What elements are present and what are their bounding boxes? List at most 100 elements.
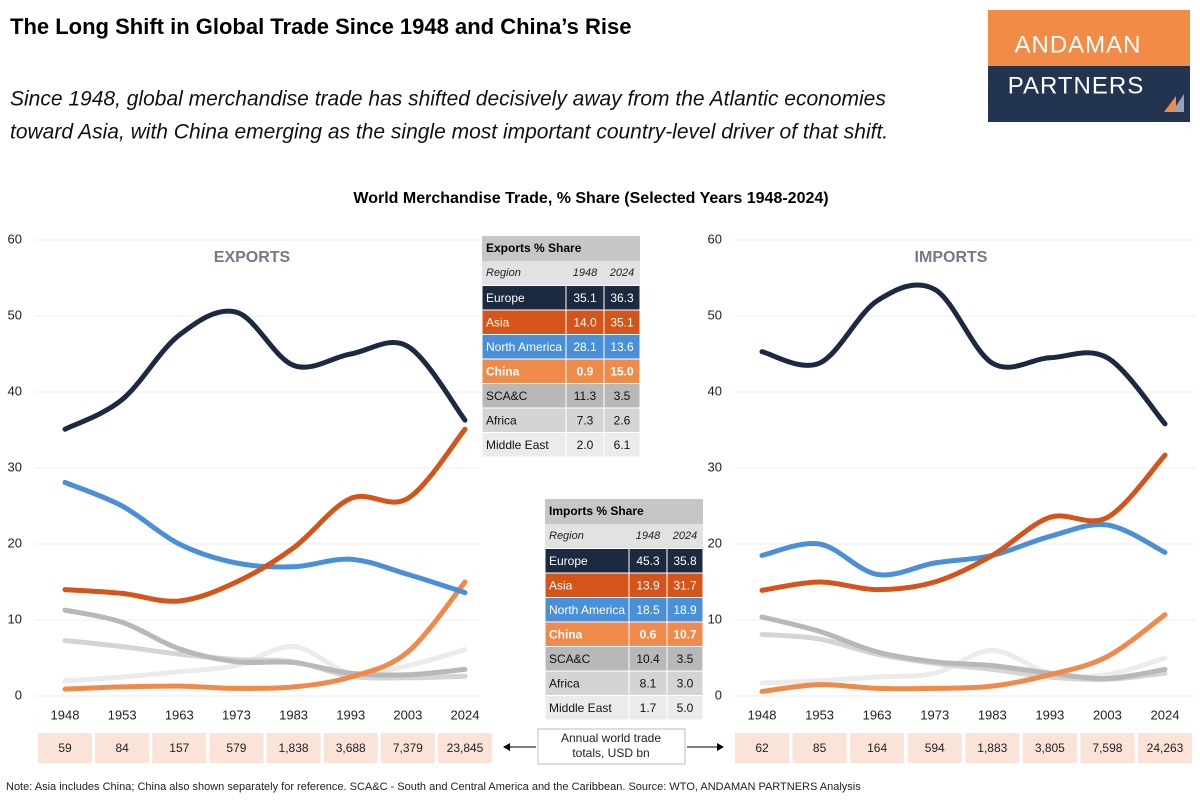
total-box (1080, 733, 1135, 763)
y-tick-label: 0 (715, 687, 722, 702)
table-cell: 2.0 (577, 438, 594, 452)
table-cell: SCA&C (486, 389, 528, 403)
total-box (380, 733, 435, 763)
series-line (759, 282, 1168, 427)
table-header: Region (549, 530, 584, 542)
total-value: 23,845 (447, 741, 484, 755)
table-row-bg (481, 358, 641, 384)
series-line (759, 452, 1168, 593)
y-tick-label: 40 (8, 383, 22, 398)
table-title: Imports % Share (549, 504, 644, 518)
table-header-bg (545, 524, 703, 549)
totals-label: totals, USD bn (572, 746, 649, 760)
total-box (850, 733, 905, 763)
table-cell: Africa (486, 413, 517, 427)
total-box (209, 733, 264, 763)
table-cell: China (549, 627, 583, 641)
table-cell: 13.6 (610, 340, 634, 354)
logo-bottom (988, 66, 1190, 122)
total-value: 7,598 (1092, 741, 1122, 755)
total-value: 7,379 (393, 741, 423, 755)
table-cell: 1.7 (640, 701, 657, 715)
table-cell: SCA&C (549, 652, 591, 666)
panel-title: IMPORTS (915, 249, 988, 266)
table-header: 1948 (573, 267, 598, 279)
total-box (735, 733, 789, 763)
table-cell: 45.3 (636, 554, 660, 568)
y-tick-label: 50 (8, 307, 22, 322)
table-cell: 2.6 (614, 413, 631, 427)
table-cell: 13.9 (636, 578, 660, 592)
table-cell: 0.6 (640, 627, 657, 641)
table-cell: 5.0 (677, 701, 694, 715)
table-cell: Middle East (486, 438, 549, 452)
table-row-bg (481, 285, 641, 311)
totals-label-box (537, 728, 686, 765)
total-box (965, 733, 1020, 763)
table-row-bg (544, 572, 704, 598)
x-tick-label: 2003 (1093, 707, 1122, 722)
table-header: 1948 (636, 530, 661, 542)
y-tick-label: 30 (708, 459, 722, 474)
total-box (323, 733, 378, 763)
table-cell: Africa (549, 676, 580, 690)
footnote: Note: Asia includes China; China also sh… (6, 781, 861, 793)
y-tick-label: 30 (8, 459, 22, 474)
table-cell: 10.4 (636, 652, 660, 666)
logo-text: PARTNERS (1008, 72, 1144, 99)
table-cell: 35.1 (610, 315, 634, 329)
table-row-bg (481, 309, 641, 335)
total-box (1022, 733, 1077, 763)
total-value: 164 (867, 741, 887, 755)
x-tick-label: 1973 (920, 707, 949, 722)
table-cell: 18.5 (636, 603, 660, 617)
table-cell: 8.1 (640, 676, 657, 690)
x-tick-label: 1953 (108, 707, 137, 722)
totals-label: Annual world trade (561, 731, 661, 745)
table-cell: Middle East (549, 701, 612, 715)
y-tick-label: 20 (708, 535, 722, 550)
table-cell: 18.9 (673, 603, 697, 617)
table-header-bg (482, 261, 640, 286)
table-row-bg (481, 432, 641, 458)
table-header: 2024 (609, 267, 634, 279)
table-cell: 31.7 (673, 578, 697, 592)
x-tick-label: 2024 (1151, 707, 1180, 722)
series-line (62, 644, 468, 684)
series-line (759, 522, 1168, 578)
table-cell: 3.5 (677, 652, 694, 666)
y-tick-label: 40 (708, 383, 722, 398)
table-cell: 3.0 (677, 676, 694, 690)
table-header: 2024 (672, 530, 697, 542)
table-cell: 35.1 (573, 291, 597, 305)
total-value: 59 (58, 741, 72, 755)
total-value: 3,805 (1035, 741, 1065, 755)
total-value: 62 (755, 741, 769, 755)
total-value: 3,688 (336, 741, 366, 755)
total-box (1138, 733, 1192, 763)
arrow-head (503, 743, 510, 751)
total-box (152, 733, 207, 763)
total-value: 84 (115, 741, 129, 755)
table-row-bg (544, 670, 704, 696)
logo-mark (1172, 94, 1184, 112)
table-cell: North America (549, 603, 625, 617)
x-tick-label: 1973 (222, 707, 251, 722)
table-row-bg (544, 548, 704, 574)
table-cell: 3.5 (614, 389, 631, 403)
y-tick-label: 20 (8, 535, 22, 550)
table-header: Region (486, 267, 521, 279)
series-line (759, 612, 1168, 694)
y-tick-label: 0 (15, 687, 22, 702)
table-cell: North America (486, 340, 562, 354)
x-tick-label: 2003 (393, 707, 422, 722)
total-box (792, 733, 847, 763)
x-tick-label: 1993 (1035, 707, 1064, 722)
table-cell: 35.8 (673, 554, 697, 568)
series-line (62, 579, 468, 692)
page-title: The Long Shift in Global Trade Since 194… (10, 14, 631, 39)
logo-top (988, 10, 1190, 66)
x-tick-label: 1953 (805, 707, 834, 722)
table-cell: Asia (486, 315, 510, 329)
table-cell: Europe (549, 554, 588, 568)
